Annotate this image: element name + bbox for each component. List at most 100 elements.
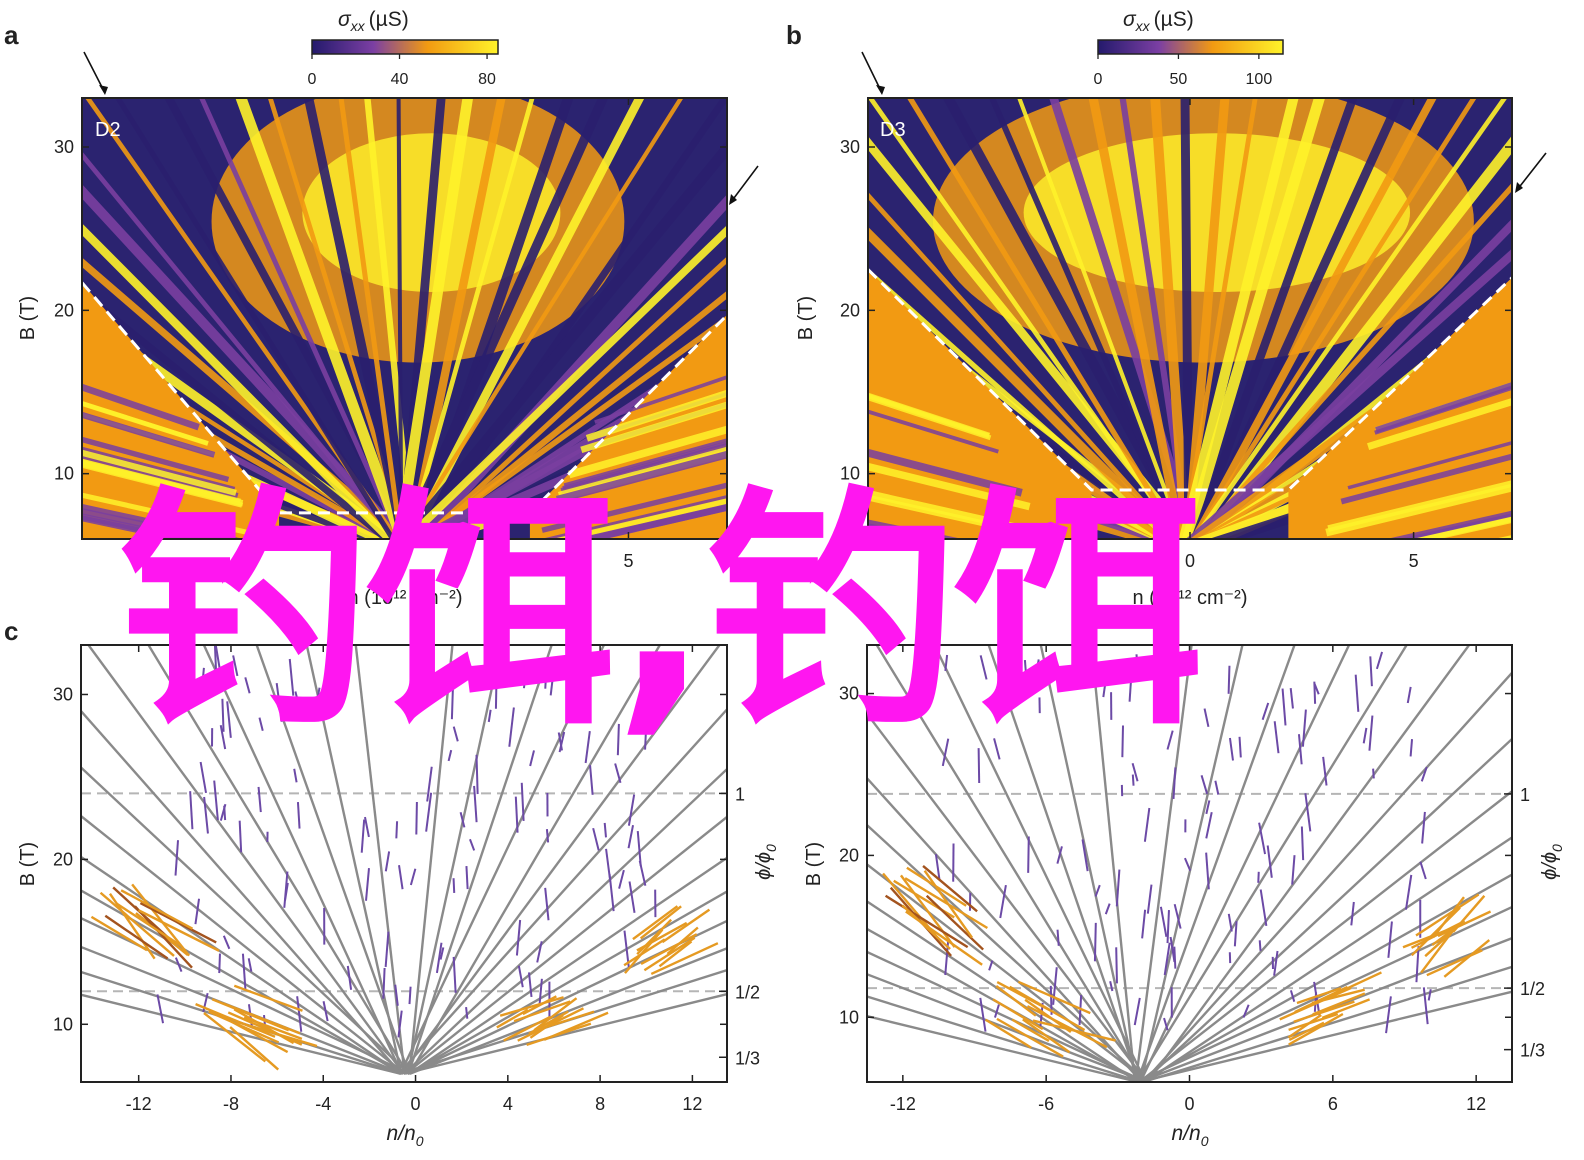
heat-wing-right-streak-11 xyxy=(580,401,727,454)
heat-stripe-25 xyxy=(1181,98,1258,539)
purple-trace-31 xyxy=(174,840,180,876)
purple-trace-45 xyxy=(979,655,988,680)
fan-line-14 xyxy=(1090,645,1137,1082)
panel-c-right: 10 20 30 -12 -6 0 6 12 1 1/2 1/3 B (T) n/n0 ϕ/ϕ0 xyxy=(803,644,1565,1149)
fan-line-29 xyxy=(403,992,727,1075)
fan-line-16 xyxy=(406,645,503,1075)
purple-trace-27 xyxy=(944,937,950,976)
xtick-label-0: -12 xyxy=(890,1094,916,1114)
heat-stripe-34 xyxy=(1193,182,1512,539)
orange-trace-2-1 xyxy=(643,936,696,972)
purple-trace-0 xyxy=(1354,674,1360,712)
orange-trace-1-0 xyxy=(227,1011,303,1046)
heat-wing-left-streak-8 xyxy=(868,449,1023,497)
heat-stripe-32 xyxy=(1191,98,1508,539)
orange-trace-2-2 xyxy=(661,908,711,944)
heat-wing-right-streak-16 xyxy=(575,504,727,539)
purple-trace-91 xyxy=(1205,811,1213,839)
plot-c-right-area xyxy=(867,645,1512,1082)
purple-trace-78 xyxy=(1081,839,1089,872)
heat-wing-right-streak-15 xyxy=(562,441,727,490)
heat-stripe-11 xyxy=(868,226,1181,539)
sample-label-d3: D3 xyxy=(880,119,906,141)
xtick-label-3: 0 xyxy=(411,1094,421,1114)
purple-trace-23 xyxy=(614,763,622,784)
orange-trace-1-1 xyxy=(203,1012,267,1063)
purple-trace-96 xyxy=(487,709,492,723)
orange-trace-2-9 xyxy=(1452,895,1486,933)
fan-line-23 xyxy=(1138,789,1512,1082)
purple-trace-49 xyxy=(1094,884,1101,897)
fan-line-26 xyxy=(407,919,727,1075)
orange-trace-0-3 xyxy=(134,905,193,969)
purple-trace-102 xyxy=(941,738,950,767)
colorbar-b: σxx (µS) 0 50 100 xyxy=(1094,8,1284,88)
xtick-label-3: 6 xyxy=(1328,1094,1338,1114)
heat-stripe-18 xyxy=(235,98,408,539)
purple-trace-54 xyxy=(398,865,404,890)
fan-line-17 xyxy=(1135,645,1296,1082)
purple-trace-52 xyxy=(1313,981,1321,1017)
fan-line-26 xyxy=(1136,905,1512,1082)
orange-trace-1-3 xyxy=(995,985,1037,1017)
xtick-label-0: -12 xyxy=(126,1094,152,1114)
purple-trace-39 xyxy=(1104,903,1111,915)
panel-label-b: b xyxy=(786,20,802,50)
orange-trace-0-9 xyxy=(884,894,969,949)
panel-label-c: c xyxy=(4,616,18,646)
arrow-b-right xyxy=(1515,152,1547,193)
heat-stripe-31 xyxy=(1190,98,1477,539)
heatmap-a-field xyxy=(82,98,727,539)
purple-trace-64 xyxy=(1056,846,1063,864)
purple-trace-32 xyxy=(397,1010,403,1038)
orange-trace-0-6 xyxy=(925,894,984,951)
orange-trace-2-1 xyxy=(1437,910,1492,938)
orange-trace-1-6 xyxy=(233,984,303,1012)
orange-trace-3-7 xyxy=(503,1015,551,1042)
purple-trace-24 xyxy=(1052,967,1058,1005)
purple-trace-12 xyxy=(1109,981,1114,992)
purple-trace-5 xyxy=(395,821,399,839)
heat-stripe-17 xyxy=(199,98,402,539)
purple-trace-78 xyxy=(365,868,370,901)
purple-trace-105 xyxy=(1273,721,1280,754)
fan-line-28 xyxy=(1143,965,1512,1082)
ytick-label-2: 30 xyxy=(840,137,860,157)
purple-trace-30 xyxy=(538,978,543,1006)
orange-trace-1-10 xyxy=(233,1008,295,1045)
fan-line-17 xyxy=(407,645,553,1075)
heat-wing-left xyxy=(868,269,1092,539)
orange-trace-1-9 xyxy=(215,1012,289,1054)
purple-trace-102 xyxy=(549,667,555,696)
purple-trace-1 xyxy=(1258,940,1262,951)
heat-wing-left-streak-11 xyxy=(82,412,216,458)
purple-trace-26 xyxy=(241,953,247,990)
fan-line-11 xyxy=(202,645,403,1075)
purple-trace-59 xyxy=(226,701,232,738)
orange-trace-2-2 xyxy=(1410,919,1466,949)
purple-trace-98 xyxy=(644,720,648,750)
purple-trace-77 xyxy=(1143,807,1151,842)
purple-trace-35 xyxy=(1115,869,1121,907)
heat-wing-right-streak-5 xyxy=(1412,516,1512,539)
orange-trace-1-2 xyxy=(229,1026,280,1071)
fan-line-10 xyxy=(875,645,1146,1082)
purple-trace-68 xyxy=(1385,996,1392,1034)
purple-trace-35 xyxy=(527,972,533,998)
heat-wing-left-streak-13 xyxy=(868,395,992,441)
purple-trace-73 xyxy=(1156,653,1163,682)
xtick-label-0: 5 xyxy=(623,551,633,571)
colorbar-a: σxx (µS) 0 40 80 xyxy=(308,8,499,88)
heat-stripe-37 xyxy=(418,290,727,539)
purple-trace-56 xyxy=(1128,676,1133,702)
heat-stripe-21 xyxy=(338,98,404,539)
colorbar-tick-label-0: 0 xyxy=(1094,71,1103,88)
purple-trace-36 xyxy=(993,1004,1000,1018)
heat-wing-right-streak-17 xyxy=(556,451,727,504)
purple-trace-93 xyxy=(1200,775,1209,795)
xtick-label-1: -8 xyxy=(223,1094,239,1114)
heat-stripe-38 xyxy=(415,315,727,539)
xtick-label-1: 5 xyxy=(1409,551,1419,571)
xtick-label-5: 8 xyxy=(595,1094,605,1114)
heat-wing-right-streak-11 xyxy=(1327,480,1512,532)
